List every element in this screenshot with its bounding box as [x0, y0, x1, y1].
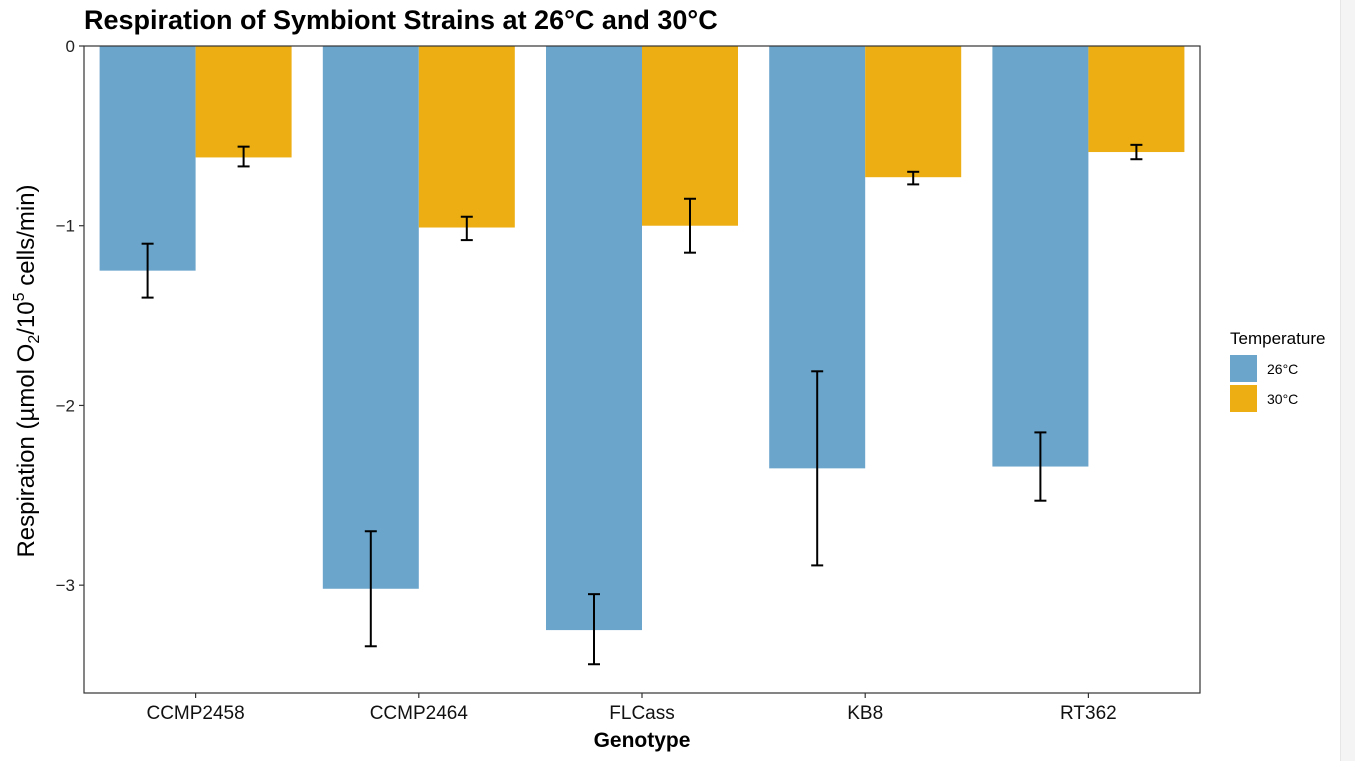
bar-RT362-1 — [1088, 46, 1185, 153]
legend-swatch-0 — [1230, 355, 1257, 382]
y-tick-label: −2 — [56, 396, 75, 415]
x-axis: CCMP2458 CCMP2464 FLCass KB8 RT362 — [146, 693, 1117, 724]
x-tick-label: KB8 — [847, 703, 883, 724]
window-scroll-strip — [1340, 0, 1355, 761]
error-bars-layer — [141, 143, 1143, 666]
error-bar-FLCass-0 — [588, 593, 600, 666]
chart-title: Respiration of Symbiont Strains at 26°C … — [84, 5, 718, 35]
y-axis-title: Respiration (µmol O2/105 cells/min) — [11, 184, 43, 557]
y-axis-title-prefix: Respiration (µmol O — [13, 344, 40, 558]
legend-items: 26°C 30°C — [1230, 355, 1298, 412]
error-bar-CCMP2458-0 — [141, 242, 154, 299]
x-tick-label: CCMP2458 — [146, 703, 244, 724]
y-tick-label: 0 — [66, 37, 75, 56]
error-bar-CCMP2464-0 — [364, 530, 377, 648]
y-axis-title-subscript: 2 — [26, 335, 43, 344]
legend-title: Temperature — [1230, 329, 1325, 348]
y-axis-title-mid: /10 — [13, 301, 40, 334]
x-tick-label: CCMP2464 — [370, 703, 469, 724]
error-bar-CCMP2458-1 — [237, 145, 250, 168]
error-bar-RT362-0 — [1034, 431, 1047, 502]
bar-FLCass-1 — [642, 46, 738, 226]
legend-label-0: 26°C — [1267, 361, 1298, 377]
bar-CCMP2458-1 — [195, 46, 292, 158]
y-axis: 0 −1 −2 −3 — [56, 37, 84, 595]
bar-RT362-0 — [992, 46, 1089, 467]
y-axis-title-superscript: 5 — [11, 292, 28, 301]
bar-CCMP2464-0 — [322, 46, 419, 589]
bar-CCMP2464-1 — [418, 46, 515, 228]
legend: Temperature 26°C 30°C — [1230, 329, 1325, 412]
y-tick-label: −3 — [56, 576, 75, 595]
error-bar-KB8-0 — [811, 370, 824, 567]
bar-CCMP2458-0 — [99, 46, 196, 271]
legend-swatch-1 — [1230, 385, 1257, 412]
error-bar-RT362-1 — [1130, 143, 1143, 161]
bar-FLCass-0 — [546, 46, 642, 631]
x-tick-label: RT362 — [1060, 703, 1117, 724]
x-axis-title: Genotype — [594, 729, 691, 752]
error-bar-KB8-1 — [907, 170, 920, 186]
error-bar-FLCass-1 — [684, 197, 696, 254]
x-tick-label: FLCass — [609, 703, 674, 724]
y-tick-label: −1 — [56, 217, 75, 236]
bars-layer — [99, 46, 1185, 631]
y-axis-title-suffix: cells/min) — [13, 184, 40, 292]
error-bar-CCMP2464-1 — [460, 215, 473, 242]
bar-KB8-1 — [865, 46, 962, 178]
legend-label-1: 30°C — [1267, 391, 1298, 407]
